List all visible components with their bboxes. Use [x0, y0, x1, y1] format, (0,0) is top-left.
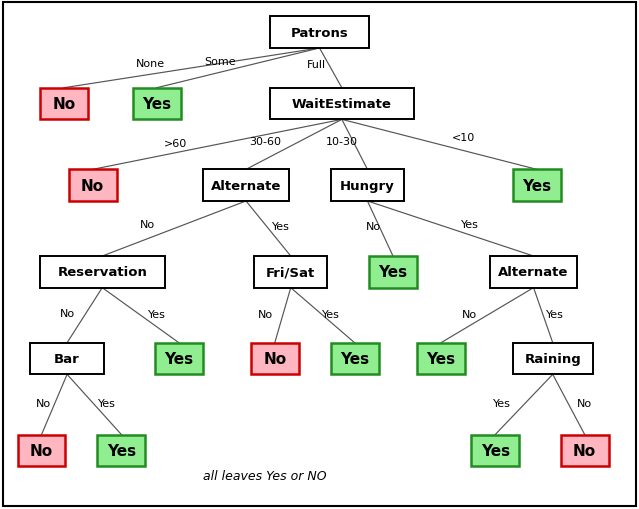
Text: Yes: Yes — [98, 398, 116, 408]
FancyBboxPatch shape — [561, 435, 609, 466]
Text: Yes: Yes — [272, 221, 290, 232]
Text: <10: <10 — [452, 132, 475, 143]
Text: Yes: Yes — [164, 351, 194, 366]
FancyBboxPatch shape — [270, 89, 414, 120]
FancyBboxPatch shape — [491, 257, 576, 288]
Text: Bar: Bar — [54, 352, 80, 365]
FancyBboxPatch shape — [331, 170, 404, 202]
Text: Some: Some — [204, 57, 236, 67]
Text: Yes: Yes — [522, 178, 551, 193]
FancyBboxPatch shape — [472, 435, 519, 466]
Text: Full: Full — [307, 60, 326, 70]
Text: Yes: Yes — [481, 443, 510, 458]
Text: Yes: Yes — [426, 351, 456, 366]
Text: WaitEstimate: WaitEstimate — [292, 98, 392, 111]
Text: Alternate: Alternate — [498, 266, 569, 279]
Text: Hungry: Hungry — [340, 179, 395, 192]
Text: Yes: Yes — [142, 97, 171, 112]
Text: Yes: Yes — [148, 309, 166, 320]
Text: Raining: Raining — [525, 352, 581, 365]
FancyBboxPatch shape — [97, 435, 145, 466]
FancyBboxPatch shape — [417, 343, 465, 375]
Text: No: No — [81, 178, 104, 193]
Text: Yes: Yes — [493, 398, 511, 408]
Text: No: No — [462, 309, 477, 320]
FancyBboxPatch shape — [203, 170, 289, 202]
Text: Patrons: Patrons — [291, 26, 348, 40]
FancyBboxPatch shape — [254, 257, 328, 288]
Text: 30-60: 30-60 — [249, 136, 281, 147]
Text: No: No — [139, 220, 155, 230]
FancyBboxPatch shape — [18, 435, 66, 466]
FancyBboxPatch shape — [331, 343, 378, 375]
Text: Yes: Yes — [340, 351, 369, 366]
Text: Fri/Sat: Fri/Sat — [266, 266, 316, 279]
FancyBboxPatch shape — [512, 170, 561, 202]
Text: Yes: Yes — [107, 443, 136, 458]
FancyBboxPatch shape — [40, 89, 88, 120]
Text: No: No — [366, 221, 381, 232]
Text: Yes: Yes — [378, 265, 408, 280]
Text: >60: >60 — [164, 138, 187, 149]
Text: No: No — [263, 351, 286, 366]
FancyBboxPatch shape — [250, 343, 299, 375]
Text: No: No — [577, 398, 592, 408]
Text: all leaves Yes or NO: all leaves Yes or NO — [203, 469, 327, 483]
FancyBboxPatch shape — [40, 257, 165, 288]
Text: Alternate: Alternate — [211, 179, 281, 192]
Text: None: None — [135, 59, 165, 69]
Text: No: No — [52, 97, 75, 112]
FancyBboxPatch shape — [512, 343, 593, 375]
Text: Yes: Yes — [461, 220, 479, 230]
Text: No: No — [258, 309, 273, 320]
FancyBboxPatch shape — [270, 17, 369, 49]
Text: Reservation: Reservation — [58, 266, 147, 279]
Text: No: No — [36, 398, 51, 408]
FancyBboxPatch shape — [69, 170, 116, 202]
FancyBboxPatch shape — [155, 343, 203, 375]
FancyBboxPatch shape — [30, 343, 104, 375]
Text: Yes: Yes — [322, 309, 340, 320]
FancyBboxPatch shape — [369, 257, 417, 288]
FancyBboxPatch shape — [133, 89, 180, 120]
Text: No: No — [59, 308, 75, 318]
Text: 10-30: 10-30 — [326, 136, 358, 147]
Text: No: No — [30, 443, 53, 458]
Text: No: No — [573, 443, 596, 458]
Text: Yes: Yes — [546, 309, 564, 320]
